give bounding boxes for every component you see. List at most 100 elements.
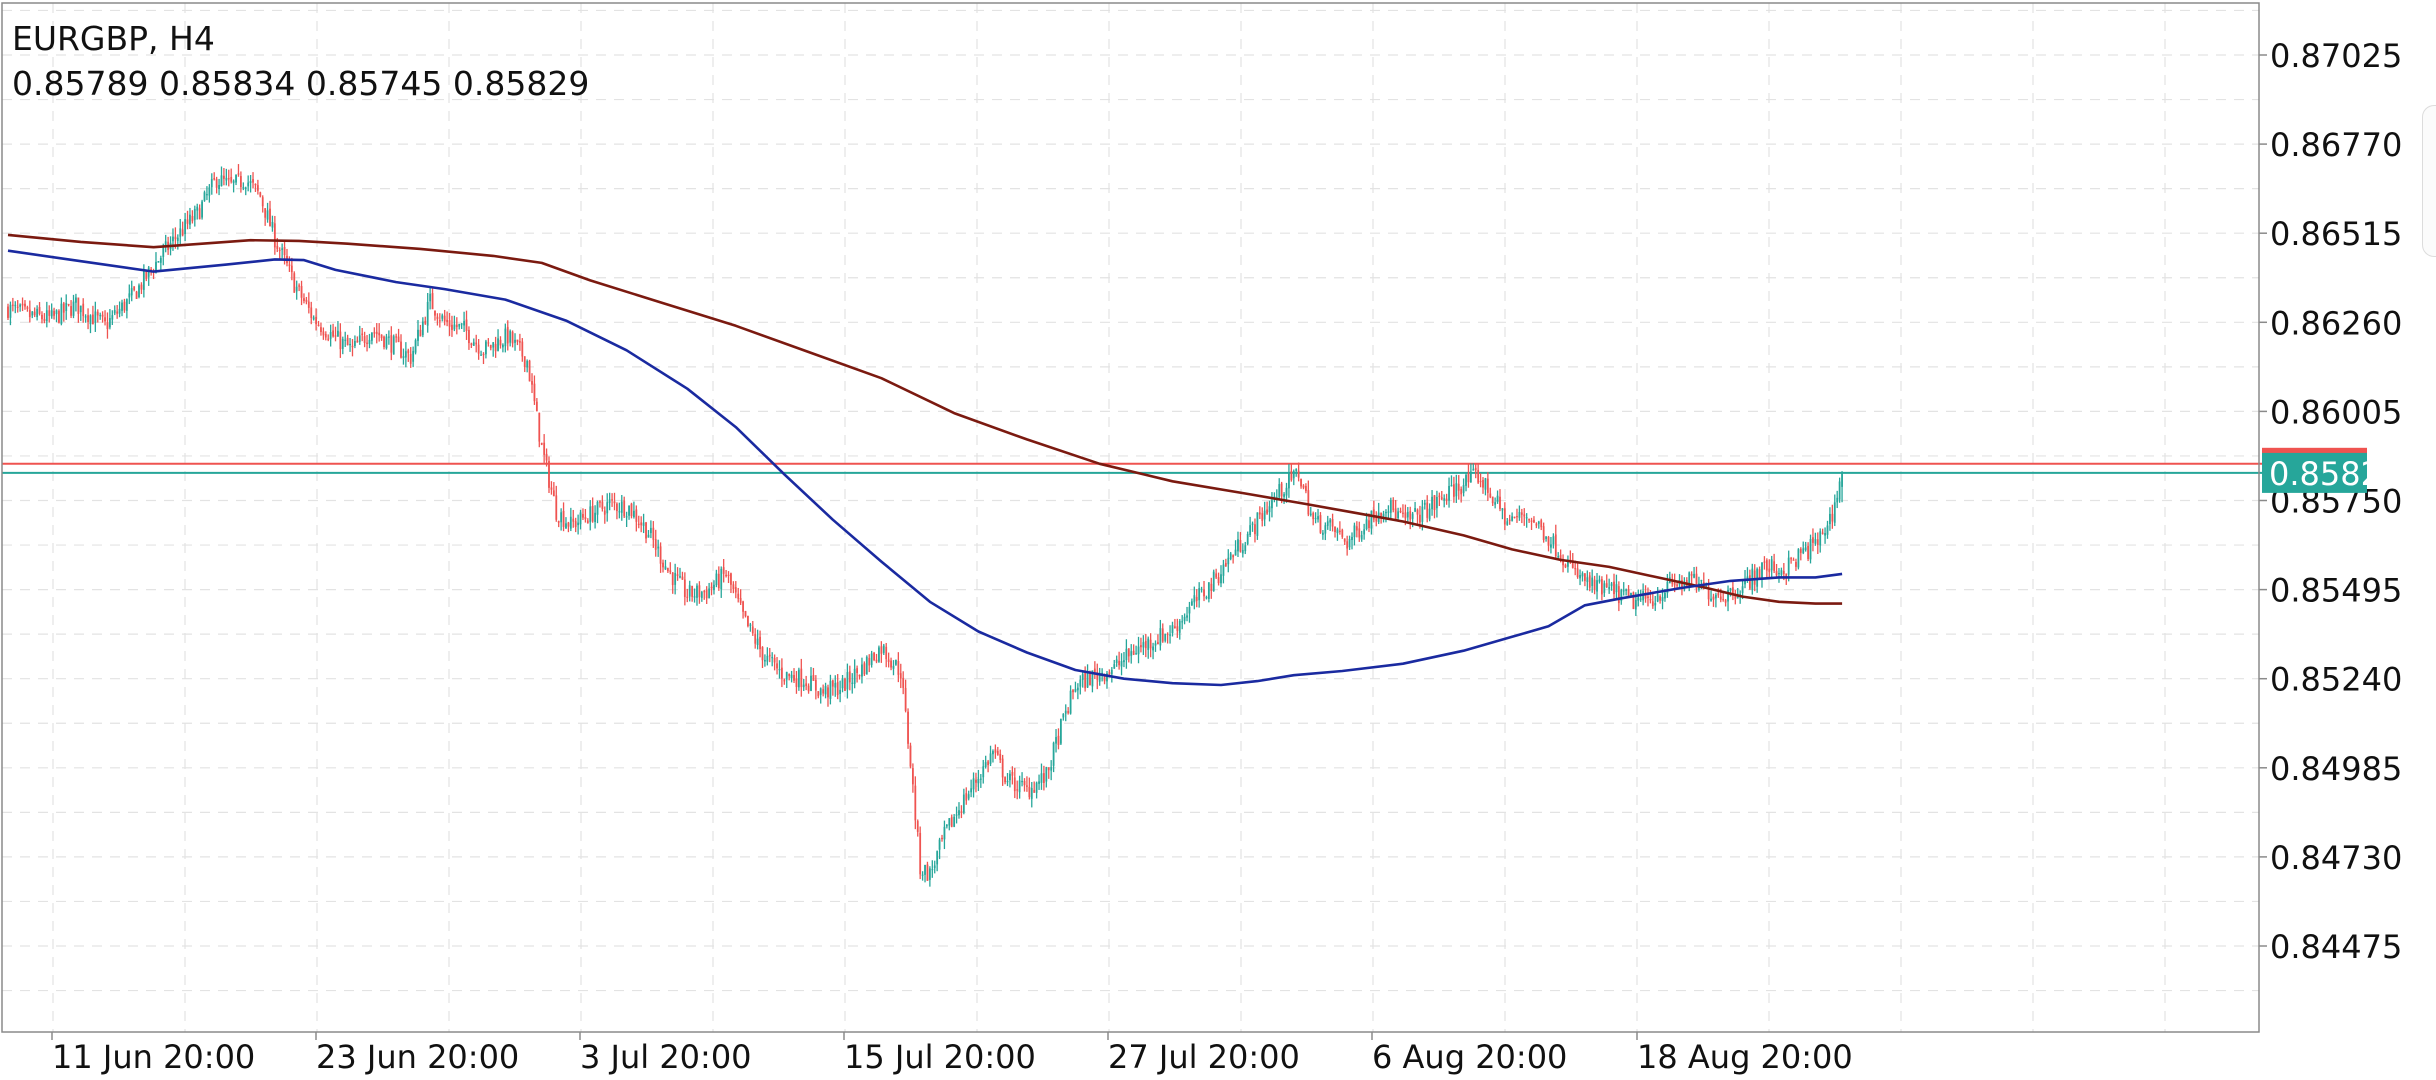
candlestick bbox=[783, 678, 786, 685]
candlestick bbox=[1256, 512, 1259, 540]
candlestick bbox=[436, 313, 439, 326]
candle-body bbox=[324, 333, 327, 338]
candlestick bbox=[557, 520, 560, 528]
candle-body bbox=[618, 511, 621, 513]
candlestick bbox=[1222, 559, 1225, 584]
candle-body bbox=[1780, 570, 1783, 575]
price-axis-label: 0.84985 bbox=[2270, 750, 2402, 788]
candle-body bbox=[1831, 513, 1834, 522]
candle-body bbox=[1251, 523, 1254, 525]
candlestick bbox=[256, 179, 259, 195]
candle-body bbox=[1009, 773, 1011, 781]
candlestick bbox=[582, 508, 584, 521]
candlestick bbox=[1028, 777, 1031, 800]
candlestick bbox=[1001, 754, 1004, 786]
candlestick bbox=[361, 327, 364, 342]
candlestick bbox=[1178, 619, 1181, 640]
candle-body bbox=[1778, 572, 1780, 575]
candlestick bbox=[1217, 572, 1220, 586]
candlestick bbox=[1465, 473, 1467, 492]
candlestick bbox=[1753, 564, 1756, 592]
candle-body bbox=[181, 229, 184, 236]
candlestick bbox=[967, 790, 970, 801]
candlestick bbox=[1375, 511, 1378, 527]
candle-body bbox=[378, 332, 381, 336]
candle-body bbox=[1722, 599, 1725, 601]
candle-body bbox=[72, 301, 75, 316]
candle-body bbox=[1375, 517, 1378, 522]
candle-body bbox=[327, 338, 330, 340]
candlestick bbox=[1797, 548, 1800, 570]
candle-body bbox=[1513, 516, 1516, 518]
candle-body bbox=[1792, 559, 1795, 561]
candle-body bbox=[26, 307, 29, 309]
candlestick bbox=[577, 514, 580, 535]
candle-body bbox=[1557, 556, 1560, 558]
candle-body bbox=[460, 323, 463, 325]
candlestick bbox=[885, 642, 888, 668]
candle-body bbox=[628, 505, 630, 516]
candle-body bbox=[526, 360, 529, 368]
candle-body bbox=[392, 336, 395, 355]
candle-body bbox=[1617, 586, 1620, 604]
candle-body bbox=[606, 502, 609, 514]
candlestick bbox=[654, 529, 657, 557]
candlestick bbox=[671, 572, 674, 594]
candle-body bbox=[875, 659, 878, 662]
candlestick bbox=[647, 529, 650, 538]
candlestick bbox=[1392, 497, 1395, 513]
candle-body bbox=[1292, 470, 1295, 479]
candlestick bbox=[499, 336, 502, 349]
candle-body bbox=[540, 442, 543, 445]
candle-body bbox=[679, 576, 681, 578]
candle-body bbox=[1496, 495, 1499, 502]
candlestick bbox=[989, 745, 992, 767]
candlestick bbox=[618, 502, 621, 519]
candle-body bbox=[434, 310, 436, 316]
candlestick bbox=[962, 788, 965, 815]
candle-body bbox=[332, 330, 334, 337]
candle-body bbox=[548, 461, 550, 488]
candle-body bbox=[817, 691, 820, 697]
candlestick bbox=[1460, 486, 1463, 503]
candle-body bbox=[1341, 529, 1344, 537]
candlestick bbox=[1540, 518, 1543, 531]
candle-body bbox=[1079, 679, 1082, 687]
candle-body bbox=[1241, 549, 1244, 554]
candlestick bbox=[1550, 536, 1552, 554]
candlestick bbox=[24, 300, 26, 310]
candlestick bbox=[1387, 505, 1390, 520]
candlestick bbox=[1724, 598, 1727, 607]
candlestick bbox=[1804, 541, 1807, 552]
candlestick bbox=[1542, 522, 1545, 543]
candle-body bbox=[878, 647, 880, 662]
time-axis[interactable]: 11 Jun 20:00 23 Jun 20:00 3 Jul 20:00 15 Ju… bbox=[51, 1032, 1853, 1076]
candle-body bbox=[873, 652, 875, 661]
candle-body bbox=[264, 208, 267, 218]
candle-body bbox=[1358, 528, 1361, 538]
candlestick bbox=[135, 290, 138, 300]
candle-body bbox=[184, 219, 186, 235]
candlestick bbox=[1113, 659, 1116, 669]
price-axis-label: 0.84730 bbox=[2270, 839, 2402, 877]
candlestick bbox=[550, 481, 553, 495]
candlestick bbox=[965, 787, 968, 805]
candle-body bbox=[565, 523, 567, 529]
candlestick bbox=[470, 342, 473, 349]
candle-body bbox=[1169, 634, 1171, 636]
candle-body bbox=[247, 182, 250, 187]
candle-body bbox=[290, 265, 293, 273]
candlestick bbox=[1535, 522, 1538, 529]
candle-body bbox=[538, 412, 541, 442]
candlestick bbox=[179, 218, 182, 245]
candlestick bbox=[848, 665, 851, 691]
side-panel-tab[interactable] bbox=[2422, 105, 2436, 257]
candle-body bbox=[778, 669, 781, 671]
candle-body bbox=[36, 308, 39, 318]
candle-body bbox=[288, 264, 291, 266]
price-axis[interactable]: 0.870250.867700.865150.862600.860050.857… bbox=[2259, 37, 2402, 966]
candlestick bbox=[1030, 782, 1033, 808]
candle-body bbox=[1457, 483, 1460, 491]
candle-body bbox=[123, 301, 126, 311]
